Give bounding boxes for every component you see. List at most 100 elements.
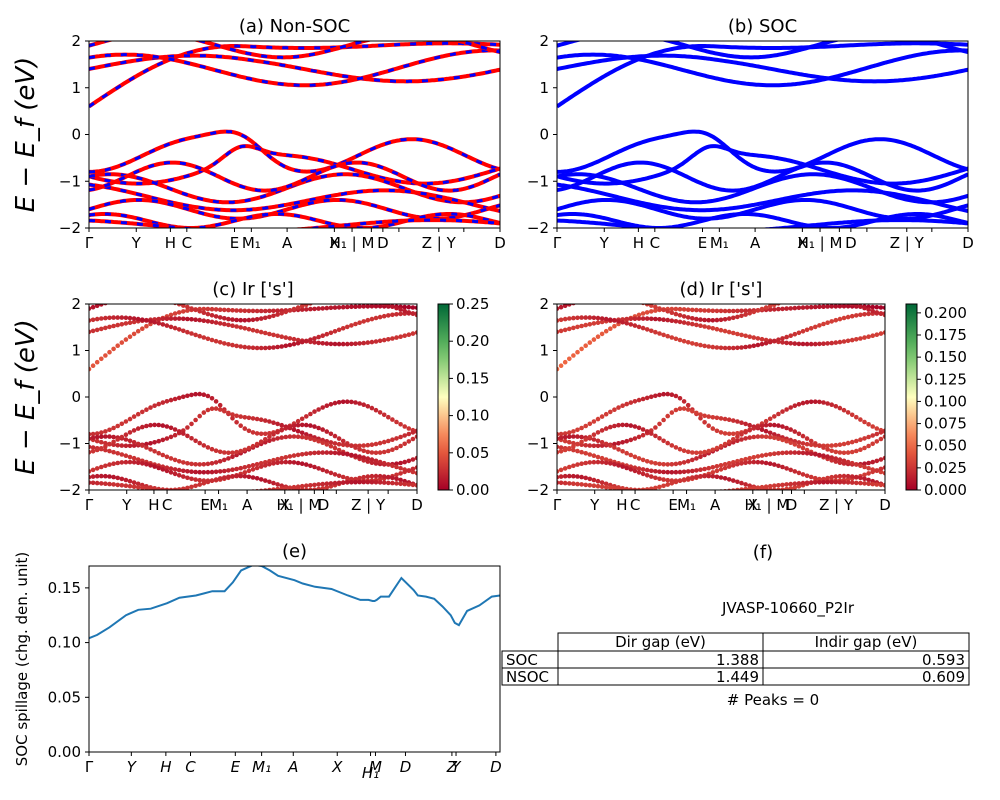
orbital-weight-point [632,399,638,404]
orbital-weight-point [727,488,732,490]
x-tick-label: C [650,234,660,252]
orbital-weight-point [882,483,885,488]
x-tick-label: E [668,496,677,514]
orbital-weight-point [833,442,839,448]
orbital-weight-point [99,473,104,479]
orbital-weight-point [258,329,264,335]
orbital-weight-point [336,480,342,486]
orbital-weight-point [624,297,629,302]
orbital-weight-point [603,457,609,462]
table-row-label: NSOC [506,668,549,686]
orbital-weight-point [599,460,605,465]
orbital-weight-point [324,469,330,474]
orbital-weight-point [858,437,863,443]
orbital-weight-point [558,431,564,437]
orbital-weight-point [722,462,728,467]
title-a: (a) Non-SOC [239,16,350,37]
orbital-weight-point [677,461,683,466]
y-axis-label: E − E_f (eV) [11,319,41,475]
orbital-weight-point [612,407,617,413]
orbital-weight-point [735,431,740,436]
orbital-weight-point [755,454,761,459]
orbital-weight-point [579,434,584,440]
orbital-weight-point [792,450,798,455]
orbital-weight-point [718,430,724,435]
orbital-weight-point [579,449,584,455]
x-tick-label: C [185,758,196,776]
orbital-weight-point [140,485,145,490]
orbital-weight-point [800,305,806,310]
orbital-weight-point [263,463,268,468]
band-line-soc [89,130,500,174]
orbital-weight-point [246,474,252,480]
orbital-weight-point [800,329,806,334]
orbital-weight-point [160,322,166,327]
orbital-weight-point [677,396,683,401]
orbital-weight-point [612,462,617,467]
orbital-weight-point [726,417,732,423]
orbital-weight-point [800,341,806,347]
orbital-weight-point [624,450,629,456]
orbital-weight-point [862,481,867,486]
orbital-weight-point [558,435,564,441]
orbital-weight-point [628,316,634,322]
orbital-weight-point [747,460,752,465]
orbital-weight-point [751,459,757,465]
orbital-weight-point [189,484,194,490]
orbital-weight-point [591,443,597,449]
orbital-weight-point [242,470,248,475]
orbital-weight-point [242,474,248,479]
orbital-weight-point [571,444,576,449]
orbital-weight-point [193,483,198,489]
orbital-weight-point [377,304,383,309]
orbital-weight-point [567,473,572,479]
orbital-weight-point [390,336,395,341]
orbital-weight-point [793,297,798,302]
orbital-weight-point [678,491,683,496]
orbital-weight-point [406,304,412,310]
orbital-weight-point [131,440,137,445]
orbital-weight-point [657,461,662,467]
orbital-weight-point [854,462,859,467]
orbital-weight-point [800,480,806,486]
table-value: 1.449 [716,668,759,686]
orbital-weight-point [673,311,679,317]
colorbar-tick-label: 0.15 [456,369,489,387]
orbital-weight-point [373,407,379,413]
orbital-weight-point [353,321,358,327]
orbital-weight-point [776,423,781,428]
colorbar-c: 0.000.050.100.150.200.25 [437,295,489,499]
orbital-weight-point [562,438,568,444]
orbital-weight-point [583,460,588,466]
orbital-weight-point [226,342,231,347]
orbital-weight-point [690,341,695,346]
orbital-weight-point [115,451,120,456]
orbital-weight-point [792,442,798,447]
orbital-weight-point [747,455,752,461]
orbital-weight-point [115,315,120,320]
orbital-weight-point [780,487,785,490]
orbital-weight-point [250,430,256,435]
orbital-weight-point [677,446,683,452]
orbital-weight-point [410,331,416,336]
orbital-weight-point [156,450,161,456]
orbital-weight-point [608,295,613,300]
orbital-weight-point [213,406,219,411]
orbital-weight-point [829,479,834,485]
orbital-weight-point [562,359,568,365]
orbital-weight-point [209,396,215,401]
table-value: 1.388 [716,651,759,669]
orbital-weight-point [209,446,215,452]
orbital-weight-point [291,427,297,433]
orbital-weight-point [123,432,129,438]
orbital-weight-point [275,482,280,487]
orbital-weight-point [608,326,613,332]
orbital-weight-point [702,343,707,349]
orbital-weight-point [743,482,748,487]
x-tick-label: X [329,234,339,252]
colorbar-gradient [437,303,450,491]
orbital-weight-point [361,319,367,324]
orbital-weight-point [299,461,305,467]
orbital-weight-point [710,426,716,431]
orbital-weight-point [731,308,736,314]
